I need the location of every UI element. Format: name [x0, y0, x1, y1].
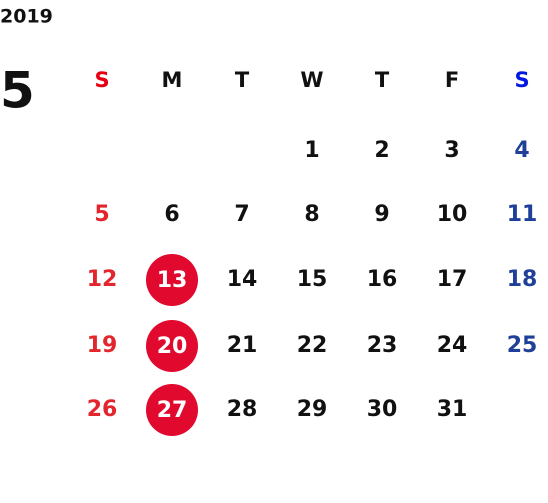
day: 10 — [437, 202, 468, 227]
day: 14 — [227, 267, 258, 292]
day: 12 — [87, 267, 118, 292]
day: 27 — [157, 398, 188, 423]
day: 8 — [304, 202, 319, 227]
day: 3 — [444, 138, 459, 163]
day: 11 — [507, 202, 538, 227]
day: 4 — [514, 138, 529, 163]
day: 20 — [157, 334, 188, 359]
day: 13 — [157, 268, 188, 293]
day: 22 — [297, 333, 328, 358]
day: 2 — [374, 138, 389, 163]
day: 23 — [367, 333, 398, 358]
day: 16 — [367, 267, 398, 292]
day: 1 — [304, 138, 319, 163]
day: 31 — [437, 397, 468, 422]
day-highlight — [146, 254, 198, 306]
day-highlight — [146, 384, 198, 436]
day: 30 — [367, 397, 398, 422]
day: 9 — [374, 202, 389, 227]
day: 6 — [164, 202, 179, 227]
day: 17 — [437, 267, 468, 292]
weekday: F — [445, 68, 459, 92]
day: 26 — [87, 397, 118, 422]
day: 19 — [87, 333, 118, 358]
day-highlight — [146, 320, 198, 372]
weekday: S — [514, 68, 529, 92]
year: 2019 — [0, 6, 53, 28]
weekday: W — [300, 68, 323, 92]
weekday: T — [375, 68, 390, 92]
month: 5 — [0, 62, 35, 120]
day: 21 — [227, 333, 258, 358]
day: 28 — [227, 397, 258, 422]
day: 18 — [507, 267, 538, 292]
day: 29 — [297, 397, 328, 422]
weekday: S — [94, 68, 109, 92]
weekday: T — [235, 68, 250, 92]
weekday: M — [162, 68, 183, 92]
day: 25 — [507, 333, 538, 358]
day: 5 — [94, 202, 109, 227]
day: 24 — [437, 333, 468, 358]
day: 15 — [297, 267, 328, 292]
day: 7 — [234, 202, 249, 227]
